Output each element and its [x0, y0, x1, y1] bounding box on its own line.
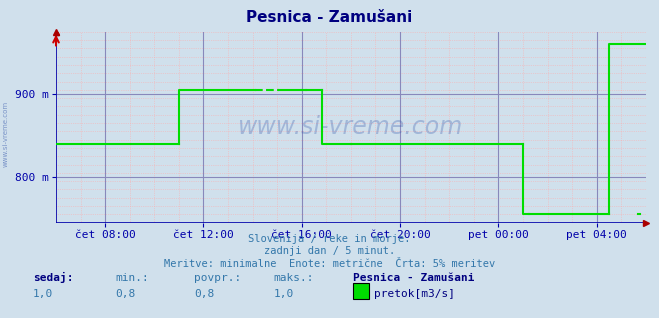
Text: Pesnica - Zamušani: Pesnica - Zamušani	[353, 273, 474, 283]
Text: Pesnica - Zamušani: Pesnica - Zamušani	[246, 10, 413, 24]
Text: 1,0: 1,0	[33, 289, 53, 299]
Text: www.si-vreme.com: www.si-vreme.com	[239, 115, 463, 139]
Text: Slovenija / reke in morje.: Slovenija / reke in morje.	[248, 234, 411, 244]
Text: povpr.:: povpr.:	[194, 273, 242, 283]
Text: pretok[m3/s]: pretok[m3/s]	[374, 289, 455, 299]
Text: maks.:: maks.:	[273, 273, 314, 283]
Text: min.:: min.:	[115, 273, 149, 283]
Text: zadnji dan / 5 minut.: zadnji dan / 5 minut.	[264, 246, 395, 256]
Text: 0,8: 0,8	[194, 289, 215, 299]
Text: sedaj:: sedaj:	[33, 273, 73, 283]
Text: 0,8: 0,8	[115, 289, 136, 299]
Text: Meritve: minimalne  Enote: metrične  Črta: 5% meritev: Meritve: minimalne Enote: metrične Črta:…	[164, 259, 495, 269]
Text: 1,0: 1,0	[273, 289, 294, 299]
Text: www.si-vreme.com: www.si-vreme.com	[2, 100, 9, 167]
